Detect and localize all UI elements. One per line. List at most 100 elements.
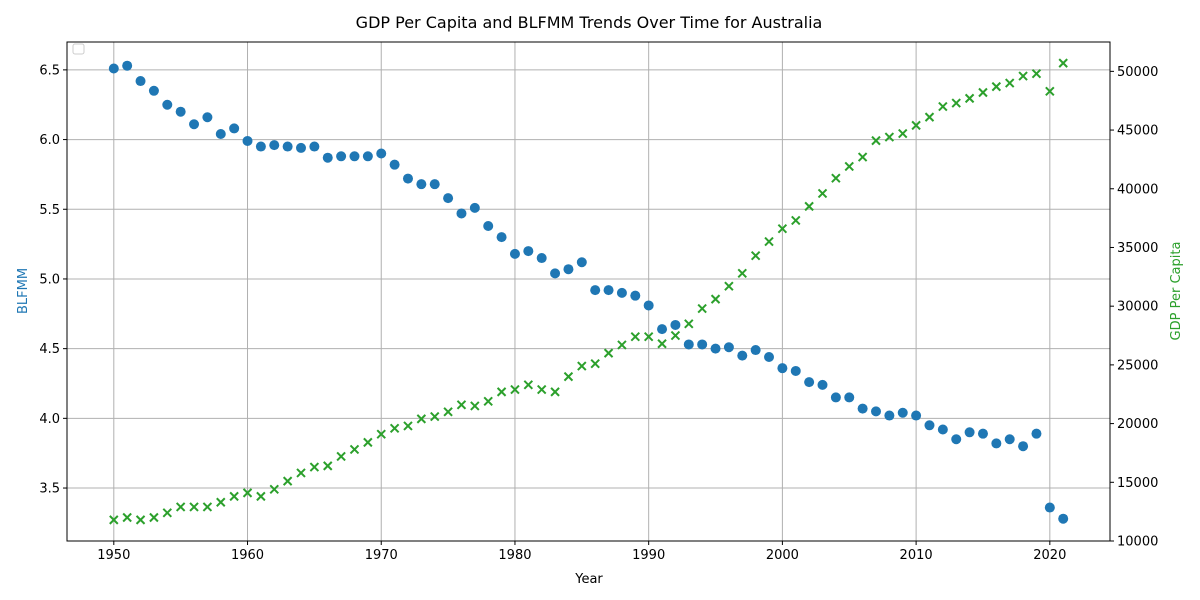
- gdp-point: [483, 396, 493, 406]
- blfmm-point: [777, 363, 788, 374]
- gdp-point-stroke: [403, 421, 413, 431]
- y-right-tick-label: 25000: [1117, 358, 1158, 373]
- gdp-point: [670, 330, 681, 341]
- gdp-point-stroke: [563, 371, 574, 382]
- gdp-point-stroke: [536, 384, 547, 395]
- blfmm-point: [108, 63, 119, 74]
- gdp-point: [109, 515, 119, 525]
- gdp-point: [871, 135, 881, 146]
- gdp-point-stroke: [309, 462, 320, 472]
- blfmm-point: [135, 76, 146, 87]
- x-tick-label: 1950: [97, 548, 130, 563]
- gdp-point: [269, 484, 279, 495]
- gdp-point-stroke: [202, 502, 213, 512]
- gdp-point: [1031, 68, 1042, 79]
- gdp-point-stroke: [844, 161, 854, 172]
- blfmm-point: [630, 290, 641, 301]
- x-tick-label: 2020: [1033, 548, 1066, 563]
- blfmm-point: [603, 285, 614, 296]
- y-right-tick-label: 30000: [1117, 300, 1158, 315]
- gdp-point: [550, 387, 560, 397]
- gdp-point: [577, 361, 587, 371]
- blfmm-point: [175, 106, 186, 117]
- legend-box: [72, 43, 85, 55]
- blfmm-point: [750, 345, 761, 356]
- blfmm-point: [483, 220, 494, 231]
- y-right-tick-label: 50000: [1117, 65, 1158, 80]
- blfmm-point: [162, 99, 173, 110]
- gdp-point-stroke: [938, 101, 948, 112]
- y-right-tick-label: 35000: [1117, 241, 1158, 256]
- blfmm-point: [764, 352, 775, 363]
- gdp-point-stroke: [710, 294, 721, 304]
- gdp-point: [710, 294, 721, 304]
- blfmm-point: [870, 406, 881, 417]
- gdp-point: [242, 488, 253, 498]
- gdp-point-stroke: [804, 201, 814, 212]
- gdp-point-stroke: [1005, 78, 1015, 88]
- gdp-point: [1045, 86, 1055, 97]
- blfmm-point: [536, 253, 547, 264]
- gdp-point: [590, 359, 600, 369]
- gdp-point: [978, 87, 988, 98]
- blfmm-point: [616, 287, 627, 298]
- blfmm-point: [897, 407, 908, 418]
- blfmm-point: [590, 285, 601, 296]
- chart-title: GDP Per Capita and BLFMM Trends Over Tim…: [356, 13, 823, 32]
- gdp-point-stroke: [470, 401, 480, 411]
- x-tick-label: 1960: [231, 548, 264, 563]
- gdp-point-stroke: [363, 437, 373, 448]
- y-right-tick-label: 15000: [1117, 476, 1158, 491]
- gdp-point: [844, 161, 854, 172]
- gdp-point-stroke: [1031, 68, 1042, 79]
- gdp-point: [938, 101, 948, 112]
- gdp-point: [510, 384, 520, 395]
- gdp-point-stroke: [496, 387, 507, 397]
- gdp-point: [884, 132, 895, 142]
- gdp-point: [175, 502, 186, 512]
- gdp-point-stroke: [122, 512, 132, 523]
- gdp-point-stroke: [817, 188, 828, 199]
- gdp-point-stroke: [389, 423, 400, 433]
- blfmm-point: [844, 392, 855, 403]
- blfmm-point: [523, 246, 534, 257]
- y-left-tick-label: 5.5: [39, 203, 60, 218]
- blfmm-point: [122, 60, 133, 71]
- gdp-point: [1005, 78, 1015, 88]
- gdp-point-stroke: [443, 407, 453, 417]
- gdp-point: [791, 215, 801, 226]
- blfmm-point: [296, 142, 307, 153]
- gdp-point: [536, 384, 547, 395]
- gdp-point-stroke: [216, 497, 226, 507]
- blfmm-point: [911, 410, 922, 421]
- blfmm-point: [657, 324, 668, 335]
- gdp-point: [430, 411, 440, 422]
- gdp-point: [737, 268, 747, 279]
- x-tick-label: 1990: [632, 548, 665, 563]
- gdp-point-stroke: [737, 268, 747, 279]
- gdp-point-stroke: [349, 444, 360, 455]
- blfmm-point: [202, 112, 213, 123]
- gdp-point: [603, 348, 614, 358]
- gdp-point: [189, 502, 199, 512]
- blfmm-point: [563, 264, 574, 275]
- gdp-point: [831, 173, 841, 183]
- gdp-point: [135, 515, 146, 525]
- gdp-point-stroke: [336, 451, 346, 462]
- gdp-point-stroke: [831, 173, 841, 183]
- gdp-point: [924, 112, 935, 122]
- blfmm-point: [189, 119, 200, 130]
- gdp-point: [911, 120, 921, 131]
- blfmm-point: [469, 202, 480, 213]
- gdp-point-stroke: [577, 361, 587, 371]
- gdp-point-stroke: [1045, 86, 1055, 97]
- gdp-point: [724, 281, 734, 291]
- gdp-point: [523, 380, 534, 390]
- gdp-point-stroke: [456, 400, 467, 410]
- blfmm-point: [643, 300, 654, 311]
- blfmm-point: [804, 377, 815, 388]
- blfmm-point: [857, 403, 868, 414]
- blfmm-series: [108, 60, 1069, 524]
- gdp-point: [697, 303, 707, 314]
- blfmm-point: [282, 141, 293, 152]
